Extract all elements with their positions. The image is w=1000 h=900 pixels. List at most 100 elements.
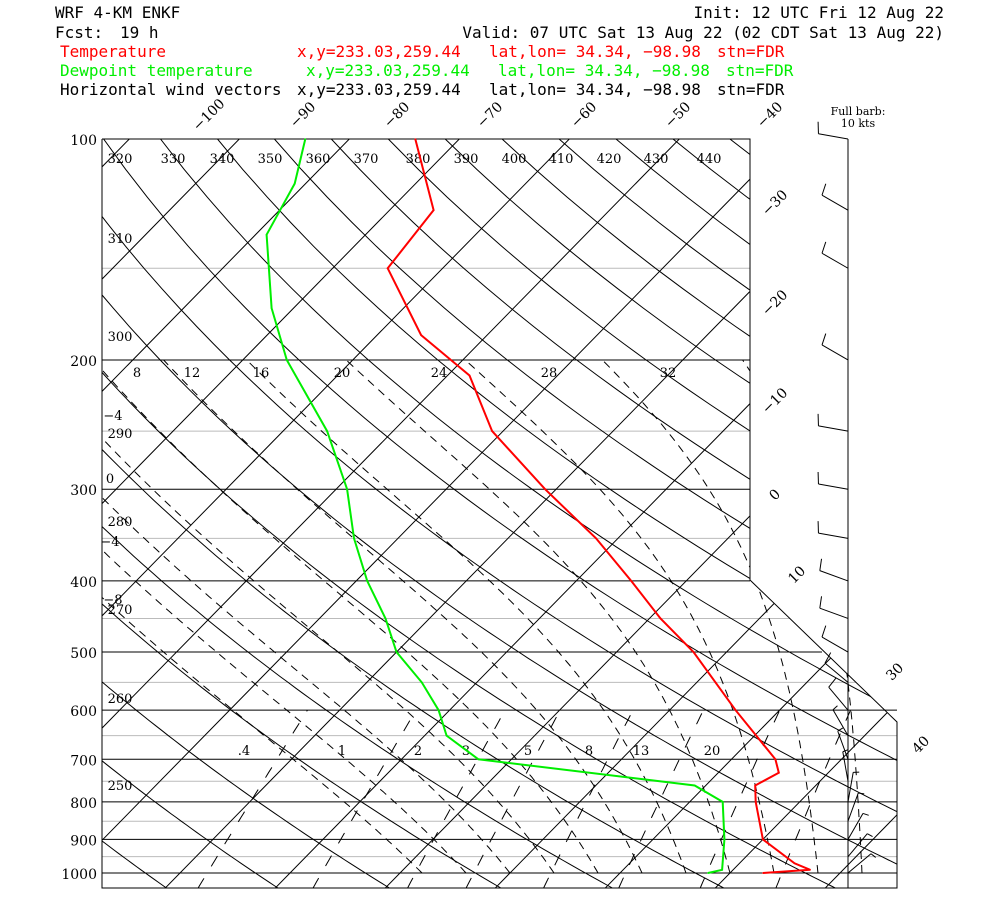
dewpoint-point	[326, 430, 328, 432]
wind-barb-column	[817, 121, 877, 888]
pressure-tick-label: 100	[70, 133, 97, 149]
legend-latlon: lat,lon= 34.34, −98.98	[498, 61, 710, 80]
moist-adiabat-line	[742, 359, 863, 874]
moist-adiabat-line	[102, 359, 511, 874]
dewpoint-point	[384, 617, 387, 620]
forecast-hour: 19 h	[120, 23, 159, 42]
legend-name: Temperature	[60, 42, 166, 61]
pressure-tick-label: 600	[70, 704, 97, 720]
dry-adiabat-line	[102, 139, 897, 888]
dewpoint-point	[293, 182, 296, 185]
wind-barb-flag	[819, 596, 823, 609]
legend-dewpoint: Dewpoint temperature x,y=233.03,259.44 l…	[60, 61, 794, 80]
wind-barb-flag	[858, 792, 865, 795]
legend-name: Horizontal wind vectors	[60, 80, 282, 99]
dry-adiabat-line	[102, 139, 897, 888]
wind-barb-staff	[818, 532, 849, 539]
dry-adiabat-line	[102, 139, 503, 888]
thetae-label: 24	[431, 366, 448, 381]
dry-adiabat-line	[190, 139, 897, 888]
temperature-point	[734, 709, 737, 711]
theta-label: 340	[210, 152, 235, 167]
legend-xy: x,y=233.03,259.44	[297, 80, 461, 99]
theta-label: 300	[108, 330, 133, 345]
wind-barb-staff	[847, 792, 859, 822]
theta-label: 290	[108, 427, 133, 442]
isotherm-line	[102, 139, 640, 888]
theta-label: 440	[697, 152, 722, 167]
dry-adiabat-line	[102, 139, 280, 888]
thetae-label: 20	[334, 366, 351, 381]
dry-adiabat-line	[798, 139, 897, 888]
wind-barb-staff	[847, 853, 872, 874]
wind-barb-staff	[821, 636, 849, 653]
wind-barb-flag	[824, 652, 832, 664]
thetae-label: 8	[133, 366, 141, 381]
isotherm-line	[102, 139, 310, 888]
dry-adiabat-line	[246, 139, 897, 888]
dry-adiabat-line	[102, 139, 391, 888]
pressure-tick-label: 800	[70, 796, 97, 812]
theta-label: 420	[597, 152, 622, 167]
isotherm-line	[102, 139, 420, 888]
valid-time: Valid: 07 UTC Sat 13 Aug 22 (02 CDT Sat …	[462, 23, 944, 42]
temperature-point	[692, 651, 695, 653]
dry-adiabat-line	[522, 139, 897, 888]
init-time: Init: 12 UTC Fri 12 Aug 22	[694, 3, 944, 22]
temperature-point	[630, 580, 633, 582]
dewpoint-point	[477, 758, 480, 761]
temperature-tick-label: 30	[883, 660, 907, 684]
temperature-point	[754, 784, 757, 787]
wind-barb-staff	[821, 194, 849, 211]
mixing-ratio-line	[618, 709, 704, 888]
legend-latlon: lat,lon= 34.34, −98.98	[489, 42, 701, 61]
legend-station: stn=FDR	[726, 61, 794, 80]
temperature-point	[432, 209, 435, 211]
dry-adiabat-line	[632, 139, 897, 888]
wind-barb-flag	[862, 812, 869, 816]
background-lines	[102, 139, 897, 888]
theta-label: 330	[161, 152, 186, 167]
isotherm-line	[714, 139, 897, 888]
wind-barb-flag	[821, 625, 827, 638]
wind-barb-staff	[828, 686, 849, 711]
theta-label: 270	[108, 603, 133, 618]
dry-adiabat-line	[688, 139, 897, 888]
isotherm-line	[102, 139, 750, 888]
legend-station: stn=FDR	[717, 80, 785, 99]
temperature-tick-label: −50	[662, 99, 694, 131]
temperature-profile-line	[386, 138, 811, 874]
mixing-ratio-label: 8	[585, 744, 593, 759]
mixing-ratio-label: .4	[238, 744, 250, 759]
wind-barb-flag	[842, 749, 849, 753]
theta-label: 320	[108, 152, 133, 167]
dewpoint-point	[366, 580, 369, 582]
dewpoint-point	[395, 651, 398, 653]
wind-barb-flag	[821, 333, 827, 346]
wind-barb-staff	[832, 709, 849, 736]
dry-adiabat-line	[301, 139, 897, 888]
wind-barb-staff	[824, 662, 849, 683]
model-title: WRF 4-KM ENKF	[55, 3, 180, 22]
thetae-label: −4	[100, 535, 119, 550]
theta-label: 380	[406, 152, 431, 167]
isotherm-line	[604, 139, 897, 888]
temperature-tick-label: −10	[759, 385, 791, 417]
temperature-point	[762, 872, 764, 874]
temperature-tick-label: −40	[754, 99, 786, 131]
wind-barb-staff	[847, 833, 868, 857]
mixing-ratio-label: 13	[633, 744, 650, 759]
mixing-ratio-label: 2	[414, 744, 422, 759]
mixing-ratio-line	[312, 709, 417, 888]
dewpoint-point	[346, 488, 348, 491]
thetae-label: −4	[103, 409, 122, 424]
thetae-label: −8	[103, 593, 122, 608]
legend-name: Dewpoint temperature	[60, 61, 253, 80]
dewpoint-point	[353, 537, 355, 540]
temperature-tick-label: −20	[759, 287, 791, 319]
temperature-tick-label: 10	[785, 563, 809, 587]
thetae-label: 28	[541, 366, 558, 381]
dewpoint-point	[723, 838, 726, 841]
mixing-ratio-label: 20	[704, 744, 721, 759]
moist-adiabat-line	[601, 359, 819, 874]
